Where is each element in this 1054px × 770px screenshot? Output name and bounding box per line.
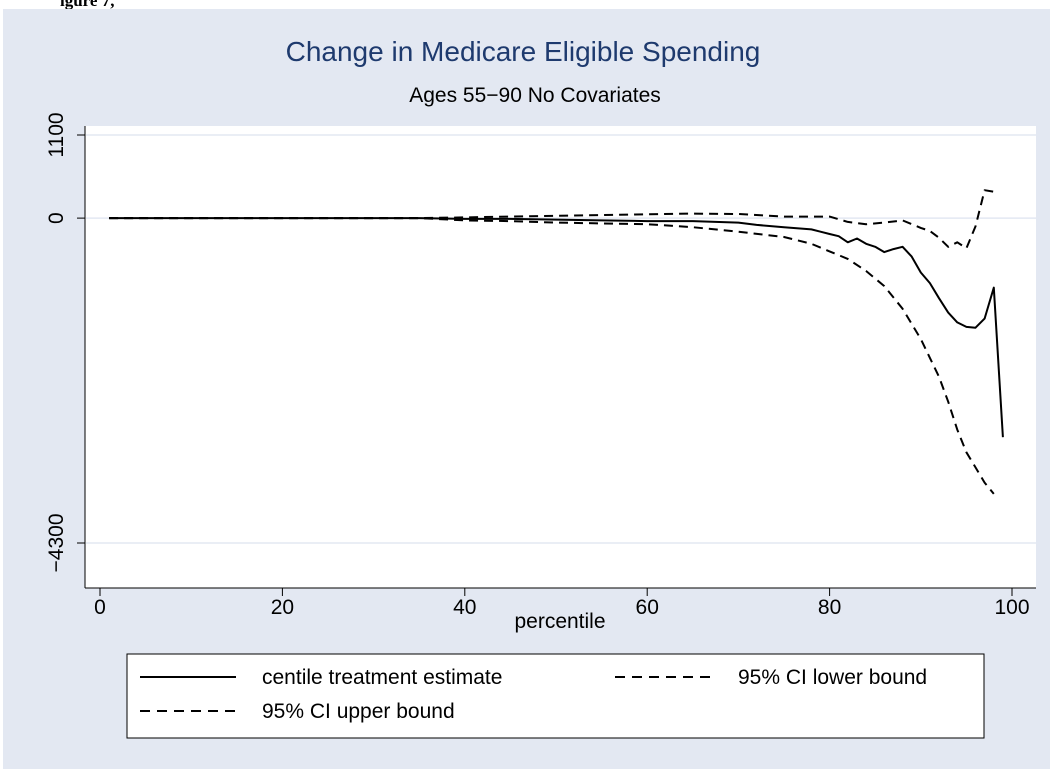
chart-svg: 1100 0 −4300 0 20 40 60 80 100 Change in Medicar…	[45, 36, 1036, 739]
x-tick-label: 60	[636, 596, 659, 619]
chart-subtitle: Ages 55−90 No Covariates	[409, 84, 661, 107]
document-header-fragment: igure 7,	[0, 0, 1054, 10]
x-tick-label: 20	[271, 596, 294, 619]
x-tick-label: 40	[453, 596, 476, 619]
axes	[84, 126, 1036, 589]
y-tick-label: 0	[45, 212, 68, 224]
legend-label-estimate: centile treatment estimate	[262, 666, 502, 689]
series-lines	[109, 189, 1004, 495]
plot-area	[85, 126, 1036, 588]
legend: centile treatment estimate 95% CI lower …	[126, 653, 985, 739]
x-axis-label: percentile	[514, 610, 605, 633]
chart-title: Change in Medicare Eligible Spending	[286, 36, 761, 67]
legend-label-upper: 95% CI upper bound	[262, 700, 455, 723]
series-line-estimate	[109, 217, 1004, 438]
x-tick-label: 80	[818, 596, 841, 619]
series-line-upper-bound	[109, 189, 994, 250]
tick-marks: 1100 0 −4300 0 20 40 60 80 100	[45, 112, 1030, 619]
legend-label-lower: 95% CI lower bound	[738, 666, 927, 689]
legend-box	[126, 653, 985, 739]
x-tick-label: 100	[994, 596, 1029, 619]
y-tick-label: 1100	[45, 112, 68, 157]
x-tick-label: 0	[94, 596, 106, 619]
series-line-lower-bound	[109, 217, 995, 495]
figure-caption-fragment: igure 7,	[60, 0, 115, 10]
chart-figure: 1100 0 −4300 0 20 40 60 80 100 Change in Medicar…	[3, 9, 1050, 769]
y-tick-label: −4300	[45, 514, 68, 573]
